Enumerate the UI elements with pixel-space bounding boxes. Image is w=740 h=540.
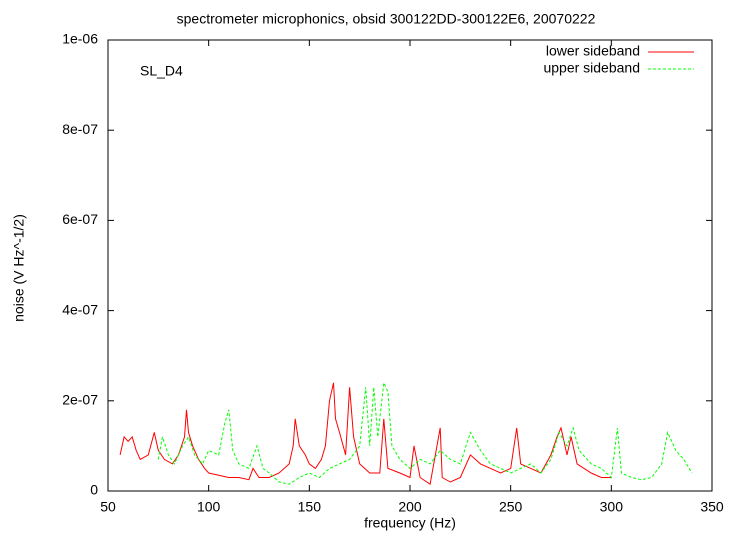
x-tick-label: 250: [499, 499, 523, 515]
y-tick-label: 0: [90, 482, 98, 498]
y-axis-label: noise (V Hz^-1/2): [11, 214, 27, 322]
legend-label: upper sideband: [543, 60, 640, 76]
series-line: [157, 380, 693, 485]
series-line: [119, 382, 612, 486]
x-tick-label: 100: [197, 499, 221, 515]
x-axis-label: frequency (Hz): [364, 515, 456, 531]
y-tick-label: 2e-07: [62, 392, 98, 408]
chart-title: spectrometer microphonics, obsid 300122D…: [177, 11, 596, 27]
x-tick-label: 300: [600, 499, 624, 515]
x-tick-label: 150: [298, 499, 322, 515]
legend-label: lower sideband: [546, 43, 640, 59]
y-tick-label: 1e-06: [62, 31, 98, 47]
y-tick-label: 6e-07: [62, 211, 98, 227]
annotation: SL_D4: [140, 63, 183, 79]
y-tick-label: 4e-07: [62, 301, 98, 317]
plot-frame: [107, 39, 713, 492]
x-tick-label: 50: [100, 499, 116, 515]
x-tick-label: 350: [700, 499, 724, 515]
y-tick-label: 8e-07: [62, 121, 98, 137]
x-tick-label: 200: [398, 499, 422, 515]
